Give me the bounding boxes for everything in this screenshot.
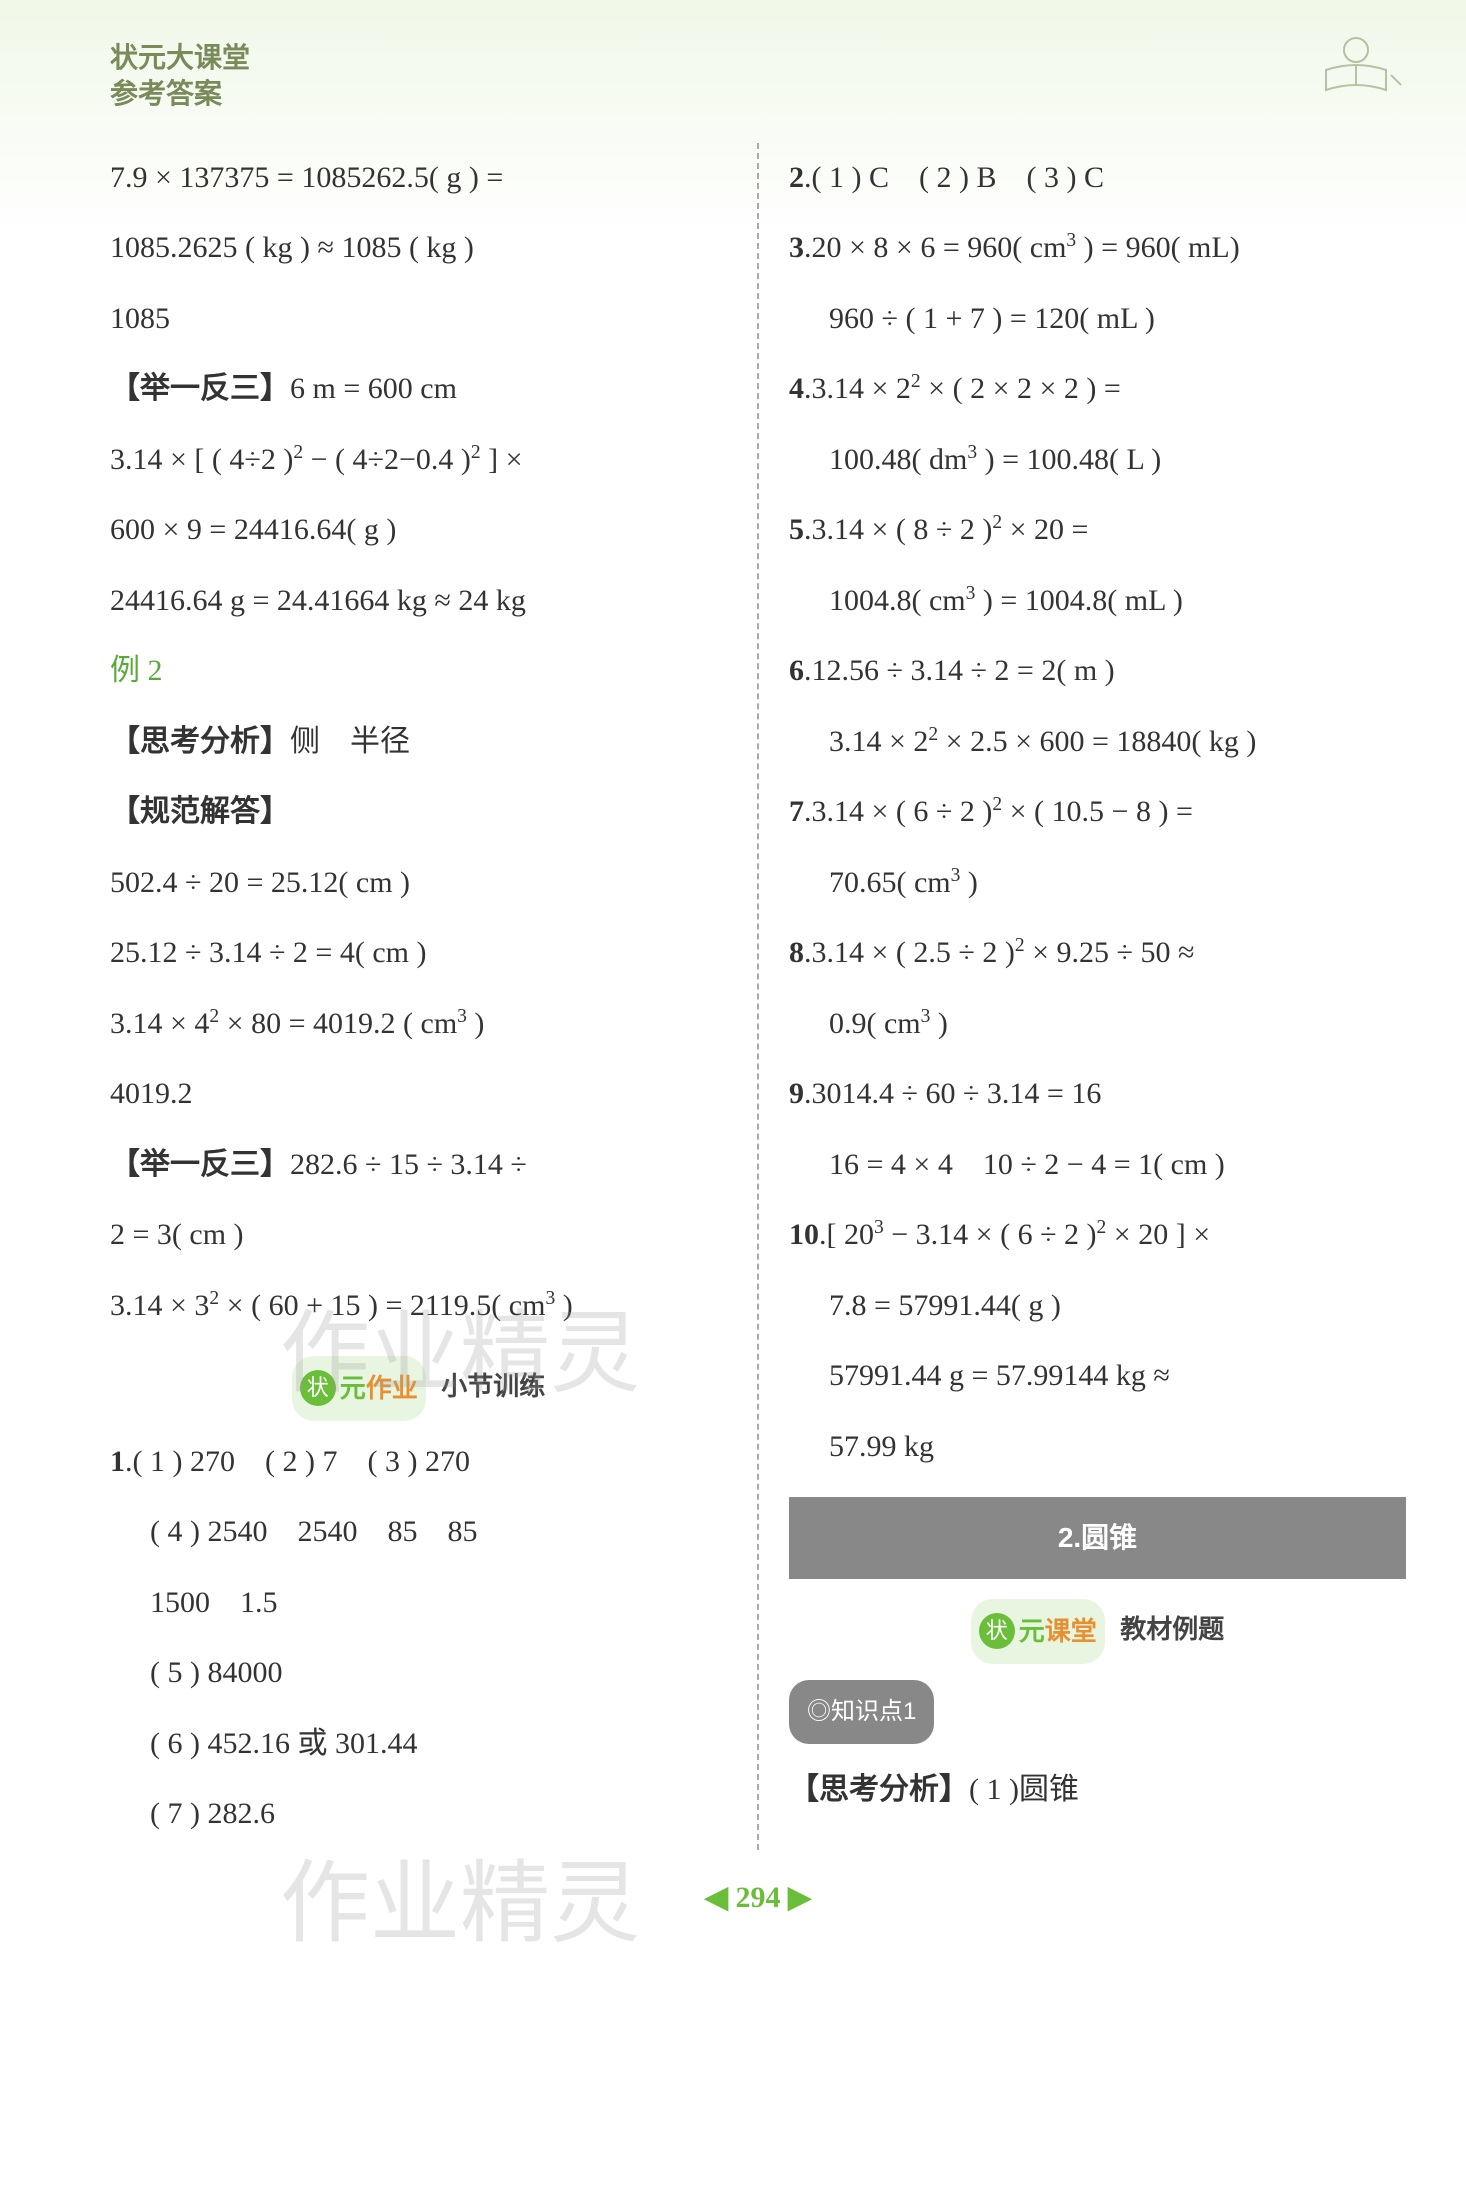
right-column: 2.( 1 ) C ( 2 ) B ( 3 ) C3.20 × 8 × 6 = … — [757, 143, 1406, 1850]
text-line: 100.48( dm3 ) = 100.48( L ) — [789, 425, 1406, 496]
text-line: 5.3.14 × ( 8 ÷ 2 )2 × 20 = — [789, 495, 1406, 566]
header-line1: 状元大课堂 — [110, 40, 1406, 76]
text-line: 70.65( cm3 ) — [789, 848, 1406, 919]
text-line: 16 = 4 × 4 10 ÷ 2 − 4 = 1( cm ) — [789, 1130, 1406, 1201]
text-line: 例 2 — [110, 636, 727, 707]
text-line: 3.14 × 32 × ( 60 + 15 ) = 2119.5( cm3 ) — [110, 1271, 727, 1342]
text-line: 8.3.14 × ( 2.5 ÷ 2 )2 × 9.25 ÷ 50 ≈ — [789, 918, 1406, 989]
text-line: 10.[ 203 − 3.14 × ( 6 ÷ 2 )2 × 20 ] × — [789, 1200, 1406, 1271]
text-line: 7.8 = 57991.44( g ) — [789, 1271, 1406, 1342]
badge-char-zhuang-2: 状 — [979, 1613, 1015, 1649]
page-number-value: 294 — [736, 1881, 781, 1914]
text-line: 3.14 × 22 × 2.5 × 600 = 18840( kg ) — [789, 707, 1406, 778]
header-title: 状元大课堂 参考答案 — [110, 40, 1406, 113]
text-line: 【举一反三】282.6 ÷ 15 ÷ 3.14 ÷ — [110, 1130, 727, 1201]
page-container: 状元大课堂 参考答案 7.9 × 137375 = 1085262.5( g )… — [0, 0, 1466, 1955]
text-line: 57991.44 g = 57.99144 kg ≈ — [789, 1341, 1406, 1412]
text-line: 4.3.14 × 22 × ( 2 × 2 × 2 ) = — [789, 354, 1406, 425]
left-column: 7.9 × 137375 = 1085262.5( g ) =1085.2625… — [110, 143, 757, 1850]
badge-ketang-text: 课堂 — [1045, 1601, 1097, 1662]
content-columns: 7.9 × 137375 = 1085262.5( g ) =1085.2625… — [110, 143, 1406, 1850]
text-line: 1500 1.5 — [110, 1568, 727, 1639]
section-training-header: 状 元 作业 小节训练 — [110, 1351, 727, 1422]
section-example-header: 状 元 课堂 教材例题 — [789, 1594, 1406, 1665]
badge-char-yuan: 元 — [340, 1358, 366, 1419]
knowledge-point-badge: ◎知识点1 — [789, 1680, 934, 1744]
knowledge-point-row: ◎知识点1 — [789, 1675, 1406, 1746]
text-line: 1085.2625 ( kg ) ≈ 1085 ( kg ) — [110, 213, 727, 284]
tri-right-icon: ▶ — [788, 1881, 811, 1914]
page-number: ◀ 294 ▶ — [110, 1880, 1406, 1915]
tri-left-icon: ◀ — [705, 1881, 736, 1914]
text-line: 502.4 ÷ 20 = 25.12( cm ) — [110, 848, 727, 919]
text-line: 57.99 kg — [789, 1412, 1406, 1483]
text-line: 3.20 × 8 × 6 = 960( cm3 ) = 960( mL) — [789, 213, 1406, 284]
text-line: ( 7 ) 282.6 — [110, 1779, 727, 1850]
text-line: ( 5 ) 84000 — [110, 1638, 727, 1709]
text-line: 25.12 ÷ 3.14 ÷ 2 = 4( cm ) — [110, 918, 727, 989]
text-line: 3.14 × [ ( 4÷2 )2 − ( 4÷2−0.4 )2 ] × — [110, 425, 727, 496]
header-line2: 参考答案 — [110, 76, 1406, 112]
analysis-line: 【思考分析】( 1 )圆锥 — [789, 1755, 1406, 1826]
text-line: 2.( 1 ) C ( 2 ) B ( 3 ) C — [789, 143, 1406, 214]
text-line: 1.( 1 ) 270 ( 2 ) 7 ( 3 ) 270 — [110, 1427, 727, 1498]
reading-icon — [1306, 30, 1406, 100]
section-training-label: 小节训练 — [441, 1371, 545, 1401]
text-line: 24416.64 g = 24.41664 kg ≈ 24 kg — [110, 566, 727, 637]
text-line: 960 ÷ ( 1 + 7 ) = 120( mL ) — [789, 284, 1406, 355]
text-line: ( 6 ) 452.16 或 301.44 — [110, 1709, 727, 1780]
badge-char-yuan-2: 元 — [1019, 1601, 1045, 1662]
text-line: 0.9( cm3 ) — [789, 989, 1406, 1060]
cone-section-banner: 2.圆锥 — [789, 1497, 1406, 1579]
text-line: 600 × 9 = 24416.64( g ) — [110, 495, 727, 566]
text-line: 1085 — [110, 284, 727, 355]
badge-ketang: 状 元 课堂 — [971, 1599, 1105, 1664]
badge-zuoye: 状 元 作业 — [292, 1356, 426, 1421]
text-line: 7.9 × 137375 = 1085262.5( g ) = — [110, 143, 727, 214]
badge-zuoye-text: 作业 — [366, 1358, 418, 1419]
text-line: 2 = 3( cm ) — [110, 1200, 727, 1271]
text-line: 1004.8( cm3 ) = 1004.8( mL ) — [789, 566, 1406, 637]
text-line: 7.3.14 × ( 6 ÷ 2 )2 × ( 10.5 − 8 ) = — [789, 777, 1406, 848]
badge-char-zhuang: 状 — [300, 1370, 336, 1406]
text-line: 【思考分析】侧 半径 — [110, 707, 727, 778]
text-line: 【举一反三】6 m = 600 cm — [110, 354, 727, 425]
text-line: ( 4 ) 2540 2540 85 85 — [110, 1497, 727, 1568]
section-example-label: 教材例题 — [1120, 1614, 1224, 1644]
text-line: 6.12.56 ÷ 3.14 ÷ 2 = 2( m ) — [789, 636, 1406, 707]
text-line: 9.3014.4 ÷ 60 ÷ 3.14 = 16 — [789, 1059, 1406, 1130]
text-line: 4019.2 — [110, 1059, 727, 1130]
text-line: 【规范解答】 — [110, 777, 727, 848]
text-line: 3.14 × 42 × 80 = 4019.2 ( cm3 ) — [110, 989, 727, 1060]
